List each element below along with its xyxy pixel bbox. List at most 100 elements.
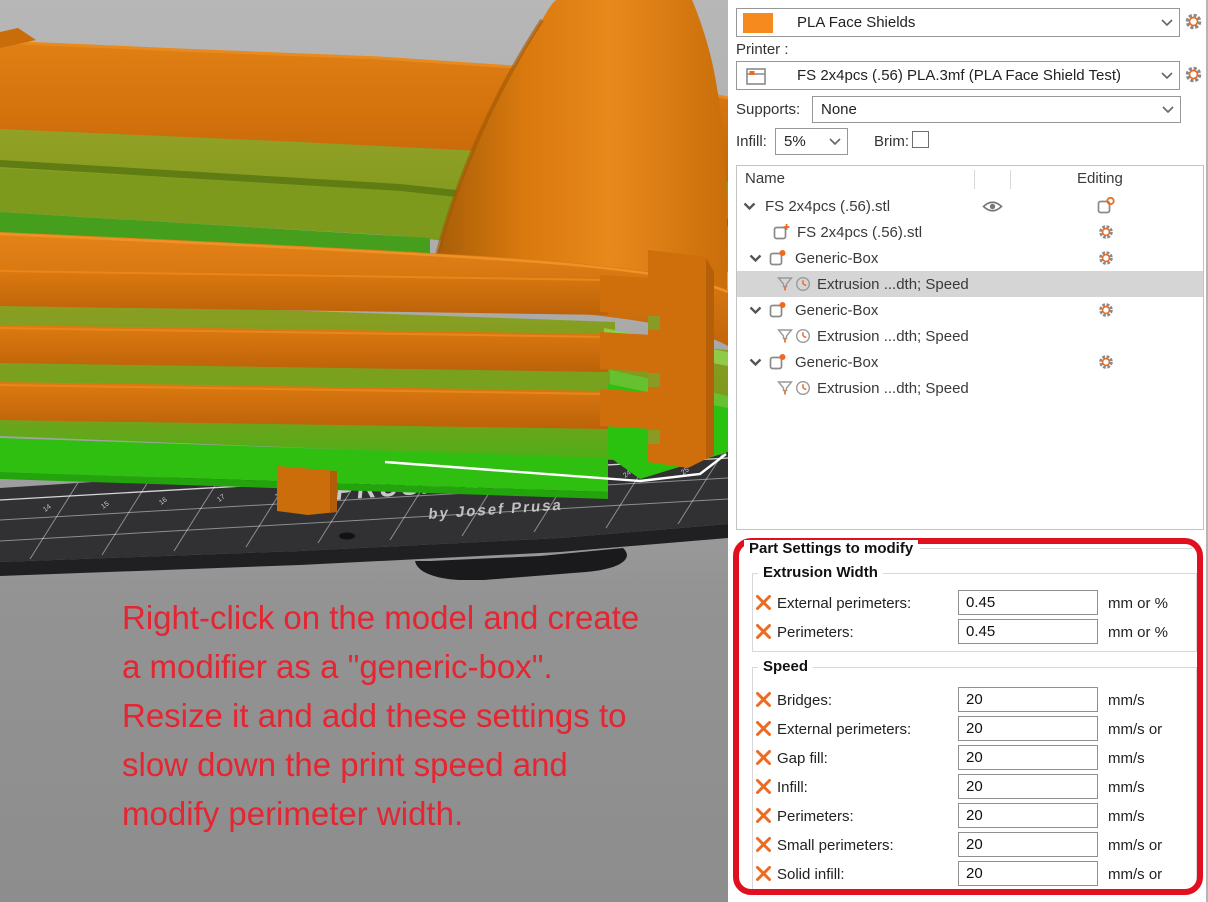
column-separator xyxy=(974,170,975,189)
filter-icon xyxy=(777,329,793,343)
setting-input[interactable] xyxy=(958,716,1098,741)
setting-unit: mm/s or xyxy=(1108,866,1163,883)
delete-setting-icon[interactable] xyxy=(755,807,772,824)
expander-chevron-icon[interactable] xyxy=(743,202,756,211)
setting-input[interactable] xyxy=(958,774,1098,799)
setting-label: Solid infill: xyxy=(777,866,845,883)
expander-chevron-icon[interactable] xyxy=(749,358,762,367)
speed-title: Speed xyxy=(758,658,814,675)
printer-icon xyxy=(746,68,766,85)
setting-input[interactable] xyxy=(958,745,1098,770)
chevron-down-icon[interactable] xyxy=(1161,18,1173,27)
tree-row-settings[interactable]: Extrusion ...dth; Speed xyxy=(737,375,1203,401)
brim-checkbox[interactable] xyxy=(912,131,929,148)
svg-text:14: 14 xyxy=(42,503,52,513)
filter-icon xyxy=(777,381,793,395)
modifier-box-icon xyxy=(769,302,786,318)
clock-icon xyxy=(795,276,811,292)
chevron-down-icon[interactable] xyxy=(1161,71,1173,80)
setting-label: External perimeters: xyxy=(777,721,912,738)
annotation-line: a modifier as a "generic-box". xyxy=(122,648,553,685)
expander-chevron-icon[interactable] xyxy=(749,254,762,263)
eye-icon[interactable] xyxy=(982,199,1003,214)
annotation-line: modify perimeter width. xyxy=(122,795,464,832)
filament-combo[interactable]: PLA Face Shields xyxy=(736,8,1180,37)
setting-unit: mm/s xyxy=(1108,808,1145,825)
extrusion-width-group xyxy=(752,573,1197,652)
svg-text:17: 17 xyxy=(216,493,226,503)
column-separator xyxy=(1010,170,1011,189)
filter-icon xyxy=(777,277,793,291)
setting-unit: mm/s or xyxy=(1108,721,1163,738)
tree-row-label: Generic-Box xyxy=(795,301,879,319)
model-face-shields[interactable] xyxy=(0,0,728,515)
setting-label: Perimeters: xyxy=(777,808,854,825)
part-settings-title: Part Settings to modify xyxy=(744,540,919,557)
tree-row-modifier[interactable]: Generic-Box xyxy=(737,297,1203,323)
tree-row-modifier[interactable]: Generic-Box xyxy=(737,349,1203,375)
groupbox-line xyxy=(920,548,1192,549)
tree-row-volume[interactable]: FS 2x4pcs (.56).stl xyxy=(737,219,1203,245)
setting-input[interactable] xyxy=(958,590,1098,615)
setting-input[interactable] xyxy=(958,619,1098,644)
infill-label: Infill: xyxy=(736,133,767,150)
tree-row-settings[interactable]: Extrusion ...dth; Speed xyxy=(737,323,1203,349)
gear-icon[interactable] xyxy=(1097,249,1115,267)
tree-header: Name Editing xyxy=(737,166,1203,193)
modifier-box-icon xyxy=(769,354,786,370)
infill-combo[interactable]: 5% xyxy=(775,128,848,155)
annotation-line: slow down the print speed and xyxy=(122,746,568,783)
clip-column xyxy=(600,250,714,468)
svg-text:25: 25 xyxy=(680,466,690,476)
setting-input[interactable] xyxy=(958,832,1098,857)
setting-input[interactable] xyxy=(958,803,1098,828)
modifier-box-icon xyxy=(769,250,786,266)
object-tree: Name Editing FS 2x4pcs (.56).stl FS 2x4p… xyxy=(736,165,1204,530)
chevron-down-icon[interactable] xyxy=(829,137,841,146)
expander-chevron-icon[interactable] xyxy=(749,306,762,315)
setting-unit: mm/s or xyxy=(1108,837,1163,854)
annotation-line: Resize it and add these settings to xyxy=(122,697,627,734)
tree-row-modifier[interactable]: Generic-Box xyxy=(737,245,1203,271)
printer-combo[interactable]: FS 2x4pcs (.56) PLA.3mf (PLA Face Shield… xyxy=(736,61,1180,90)
delete-setting-icon[interactable] xyxy=(755,865,772,882)
printer-settings-gear-icon[interactable] xyxy=(1183,64,1204,85)
clock-icon xyxy=(795,328,811,344)
delete-setting-icon[interactable] xyxy=(755,778,772,795)
chevron-down-icon[interactable] xyxy=(1162,105,1174,114)
brim-label: Brim: xyxy=(874,133,909,150)
setting-input[interactable] xyxy=(958,687,1098,712)
filament-color-swatch xyxy=(743,13,773,33)
delete-setting-icon[interactable] xyxy=(755,720,772,737)
delete-setting-icon[interactable] xyxy=(755,691,772,708)
object-settings-icon[interactable] xyxy=(1097,197,1115,215)
tree-row-label: FS 2x4pcs (.56).stl xyxy=(765,197,891,215)
filament-label: Filament : xyxy=(736,0,802,4)
printer-combo-value: FS 2x4pcs (.56) PLA.3mf (PLA Face Shield… xyxy=(797,67,1122,84)
svg-text:19: 19 xyxy=(332,486,342,496)
supports-combo-value: None xyxy=(821,101,857,118)
setting-label: Bridges: xyxy=(777,692,833,709)
printer-label: Printer : xyxy=(736,41,789,58)
setting-input[interactable] xyxy=(958,861,1098,886)
gear-icon[interactable] xyxy=(1097,353,1115,371)
setting-unit: mm or % xyxy=(1108,595,1168,612)
tree-row-label: Extrusion ...dth; Speed xyxy=(817,327,969,345)
clock-icon xyxy=(795,380,811,396)
svg-text:16: 16 xyxy=(158,496,168,506)
tree-row-settings[interactable]: Extrusion ...dth; Speed xyxy=(737,271,1203,297)
delete-setting-icon[interactable] xyxy=(755,749,772,766)
3d-viewport[interactable]: 14 15 16 17 18 19 20 21 22 23 24 25 PRUS… xyxy=(0,0,728,902)
setting-label: Perimeters: xyxy=(777,624,854,641)
setting-unit: mm or % xyxy=(1108,624,1168,641)
annotation-line: Right-click on the model and create xyxy=(122,599,640,636)
supports-combo[interactable]: None xyxy=(812,96,1181,123)
delete-setting-icon[interactable] xyxy=(755,623,772,640)
delete-setting-icon[interactable] xyxy=(755,594,772,611)
filament-combo-value: PLA Face Shields xyxy=(797,14,916,31)
delete-setting-icon[interactable] xyxy=(755,836,772,853)
filament-settings-gear-icon[interactable] xyxy=(1183,11,1204,32)
gear-icon[interactable] xyxy=(1097,223,1115,241)
tree-row-object[interactable]: FS 2x4pcs (.56).stl xyxy=(737,193,1203,219)
gear-icon[interactable] xyxy=(1097,301,1115,319)
